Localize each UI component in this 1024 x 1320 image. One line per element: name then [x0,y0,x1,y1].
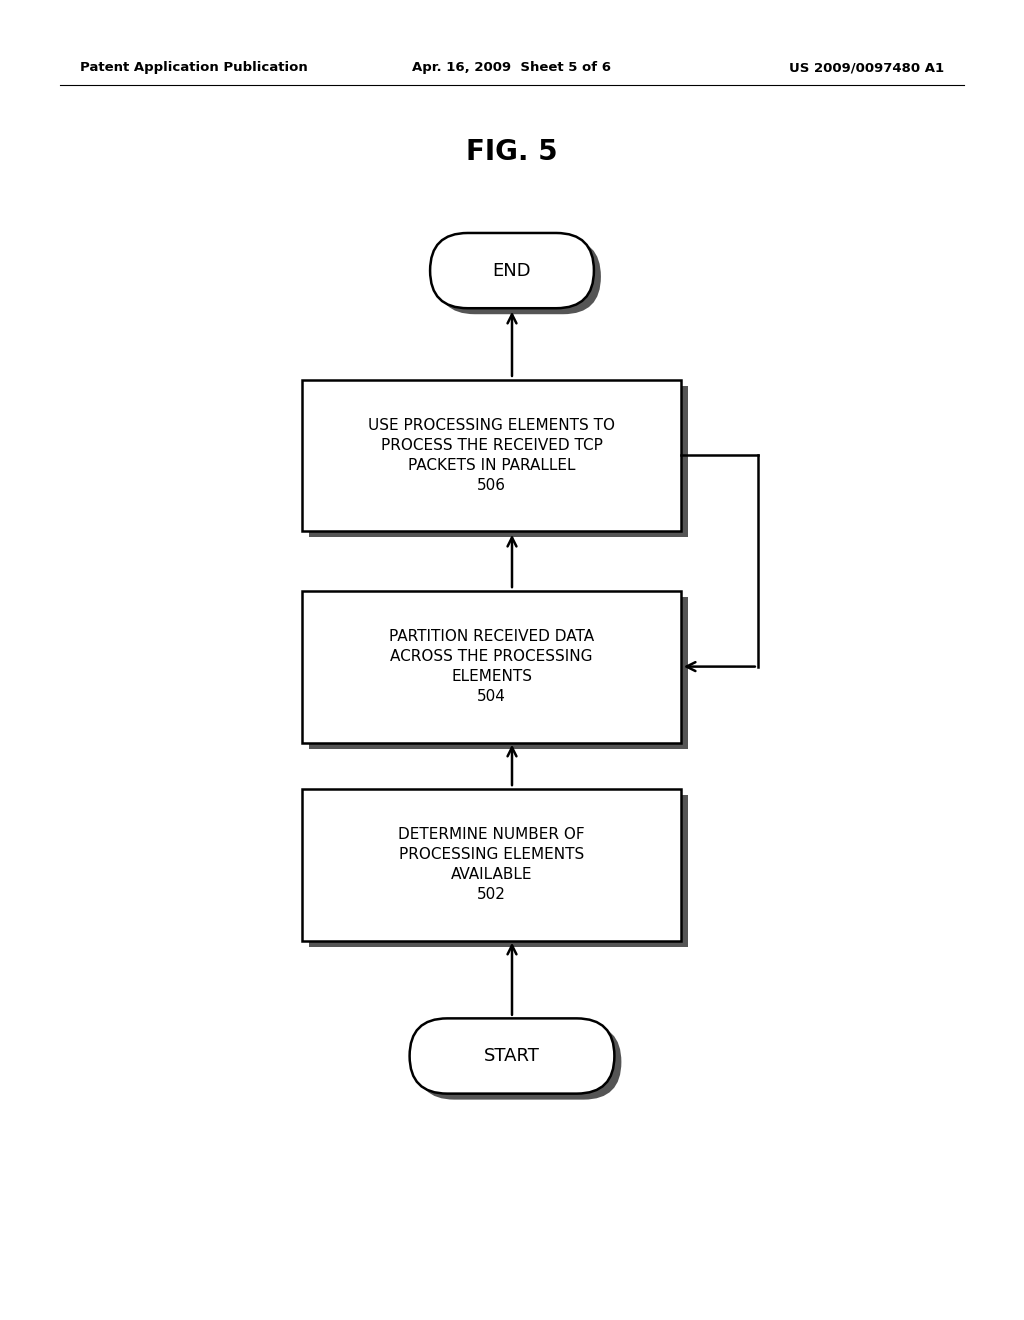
Text: START: START [484,1047,540,1065]
FancyBboxPatch shape [437,239,601,314]
Bar [302,591,681,742]
Text: DETERMINE NUMBER OF
PROCESSING ELEMENTS
AVAILABLE
502: DETERMINE NUMBER OF PROCESSING ELEMENTS … [398,828,585,902]
FancyBboxPatch shape [417,1024,622,1100]
Bar [302,380,681,531]
Text: USE PROCESSING ELEMENTS TO
PROCESS THE RECEIVED TCP
PACKETS IN PARALLEL
506: USE PROCESSING ELEMENTS TO PROCESS THE R… [368,418,615,492]
Bar [309,597,688,748]
Bar [309,795,688,946]
Text: US 2009/0097480 A1: US 2009/0097480 A1 [788,62,944,74]
Bar [302,789,681,940]
FancyBboxPatch shape [410,1019,614,1093]
Text: END: END [493,261,531,280]
FancyBboxPatch shape [430,232,594,308]
Text: PARTITION RECEIVED DATA
ACROSS THE PROCESSING
ELEMENTS
504: PARTITION RECEIVED DATA ACROSS THE PROCE… [389,630,594,704]
Text: Apr. 16, 2009  Sheet 5 of 6: Apr. 16, 2009 Sheet 5 of 6 [413,62,611,74]
Bar [309,385,688,537]
Text: FIG. 5: FIG. 5 [466,137,558,166]
Text: Patent Application Publication: Patent Application Publication [80,62,308,74]
